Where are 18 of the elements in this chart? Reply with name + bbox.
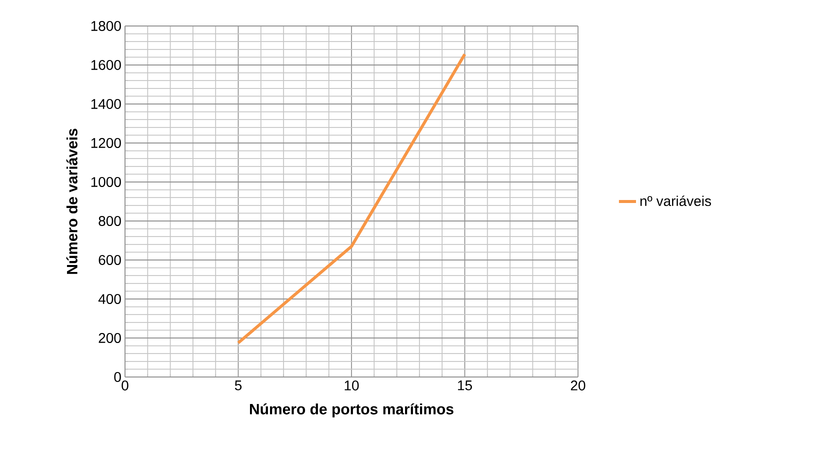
legend-label: nº variáveis [640, 196, 712, 206]
y-tick-label: 1800 [91, 21, 121, 31]
y-tick-label: 200 [98, 333, 121, 343]
x-axis-title: Número de portos marítimos [250, 403, 454, 418]
y-tick-label: 0 [114, 372, 121, 382]
x-tick-label: 0 [122, 380, 128, 390]
y-tick-label: 1200 [91, 138, 121, 148]
x-tick-label: 20 [570, 380, 586, 390]
y-tick-label: 800 [98, 216, 121, 226]
y-tick-label: 600 [98, 255, 121, 265]
y-tick-label: 1000 [91, 177, 121, 187]
y-tick-label: 400 [98, 294, 121, 304]
y-axis-title: Número de variáveis [66, 128, 78, 274]
x-tick-label: 10 [344, 380, 359, 390]
y-tick-label: 1600 [91, 60, 121, 70]
x-tick-label: 15 [458, 380, 472, 390]
y-tick-label: 1400 [91, 99, 121, 109]
x-tick-label: 5 [234, 380, 242, 390]
